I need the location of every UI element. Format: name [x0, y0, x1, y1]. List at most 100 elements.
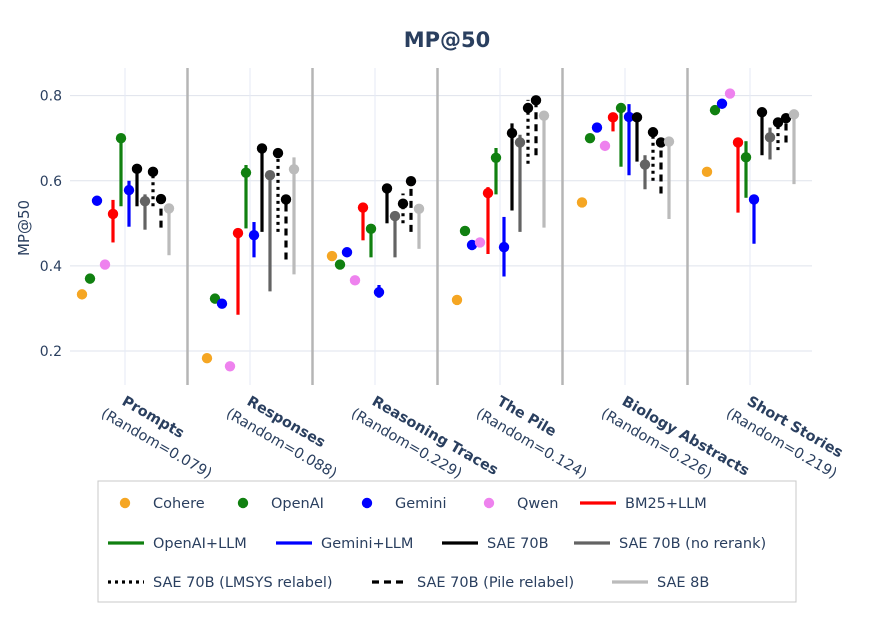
series-sae-70b-no-rerank — [139, 127, 776, 292]
legend-marker — [483, 497, 495, 509]
chart-title: MP@50 — [404, 28, 491, 52]
data-point — [326, 250, 338, 262]
legend-marker — [237, 497, 249, 509]
data-point — [248, 230, 260, 241]
data-point — [788, 109, 800, 120]
legend-item[interactable]: SAE 70B — [442, 536, 549, 552]
data-point — [709, 104, 721, 116]
series-sae-8b — [163, 109, 800, 275]
data-point — [381, 183, 393, 194]
data-point — [530, 95, 542, 106]
series-sae-70b — [131, 107, 768, 232]
data-point — [506, 127, 518, 139]
legend-label: Cohere — [153, 496, 205, 512]
data-point — [466, 239, 478, 251]
data-point — [631, 112, 643, 123]
legend-item[interactable]: SAE 70B (LMSYS relabel) — [108, 575, 333, 591]
legend-item[interactable]: Qwen — [483, 496, 559, 512]
series-openai-llm — [115, 102, 752, 258]
data-point — [482, 187, 494, 199]
legend-label: Gemini+LLM — [321, 536, 413, 552]
data-point — [663, 136, 675, 147]
legend-label: BM25+LLM — [625, 496, 707, 512]
series-sae-70b-pile-relabel — [155, 95, 792, 260]
legend-item[interactable]: Cohere — [119, 496, 205, 512]
legend-label: SAE 70B (LMSYS relabel) — [153, 575, 333, 591]
legend-item[interactable]: SAE 70B (Pile relabel) — [372, 575, 574, 591]
legend: Cohere OpenAI Gemini Qwen BM25+LLM OpenAI+LLM… — [97, 480, 797, 603]
legend-marker — [361, 497, 373, 509]
legend-label: SAE 70B — [487, 536, 549, 552]
data-point — [334, 259, 346, 270]
data-point — [655, 137, 667, 148]
data-point — [341, 247, 353, 258]
data-point — [591, 122, 603, 133]
data-point — [576, 197, 588, 208]
y-tick-label: 0.2 — [40, 344, 62, 360]
data-point — [764, 132, 776, 143]
legend-marker — [119, 497, 131, 509]
legend-label: OpenAI+LLM — [153, 536, 247, 552]
point-series — [76, 88, 736, 372]
legend-item[interactable]: SAE 70B (no rerank) — [574, 536, 766, 552]
data-point — [357, 202, 369, 213]
data-point — [405, 175, 417, 187]
data-point — [232, 227, 244, 239]
series-sae-70b-lmsys-relabel — [147, 99, 784, 232]
legend-label: OpenAI — [271, 496, 324, 512]
data-point — [490, 152, 502, 163]
data-point — [474, 237, 486, 248]
data-point — [155, 193, 167, 205]
data-point — [498, 241, 510, 253]
data-point — [224, 361, 236, 372]
y-axis-ticks: 0.2 0.4 0.6 0.8 — [40, 89, 62, 360]
data-point — [748, 194, 760, 205]
legend-item[interactable]: Gemini+LLM — [276, 536, 413, 552]
data-point — [459, 225, 471, 237]
series-gemini — [91, 98, 728, 309]
data-point — [163, 203, 175, 214]
legend-label: SAE 70B (no rerank) — [619, 536, 766, 552]
legend-item[interactable]: OpenAI+LLM — [108, 536, 247, 552]
data-point — [732, 137, 744, 148]
legend-item[interactable]: BM25+LLM — [580, 496, 707, 512]
data-point — [280, 194, 292, 205]
y-tick-label: 0.4 — [40, 259, 62, 275]
data-point — [131, 163, 143, 175]
data-point — [107, 208, 119, 220]
data-point — [599, 140, 611, 152]
x-tick: Responses(Random=0.088) — [223, 394, 339, 483]
data-point — [724, 88, 736, 99]
data-point — [397, 198, 409, 209]
data-point — [240, 167, 252, 178]
data-point — [701, 166, 713, 178]
data-point — [413, 203, 425, 215]
data-point — [139, 195, 151, 207]
data-point — [349, 275, 361, 286]
series-cohere — [76, 166, 713, 364]
series-openai — [84, 104, 721, 304]
legend-item[interactable]: Gemini — [361, 496, 447, 512]
y-tick-label: 0.8 — [40, 89, 62, 105]
data-point — [272, 147, 284, 159]
data-point — [76, 289, 88, 300]
series-bm25-llm — [107, 112, 744, 315]
data-point — [514, 137, 526, 148]
series-qwen — [99, 88, 736, 372]
range-series — [107, 95, 800, 315]
data-point — [756, 107, 768, 118]
data-point — [623, 111, 635, 123]
data-point — [615, 102, 627, 114]
data-point — [147, 166, 159, 178]
legend-item[interactable]: OpenAI — [237, 496, 324, 512]
data-point — [84, 273, 96, 284]
legend-item[interactable]: SAE 8B — [612, 575, 709, 591]
data-point — [780, 113, 792, 124]
data-point — [772, 117, 784, 128]
data-point — [264, 170, 276, 181]
data-point — [389, 210, 401, 222]
series-gemini-llm — [123, 104, 760, 298]
data-point — [123, 184, 135, 196]
data-point — [91, 195, 103, 206]
